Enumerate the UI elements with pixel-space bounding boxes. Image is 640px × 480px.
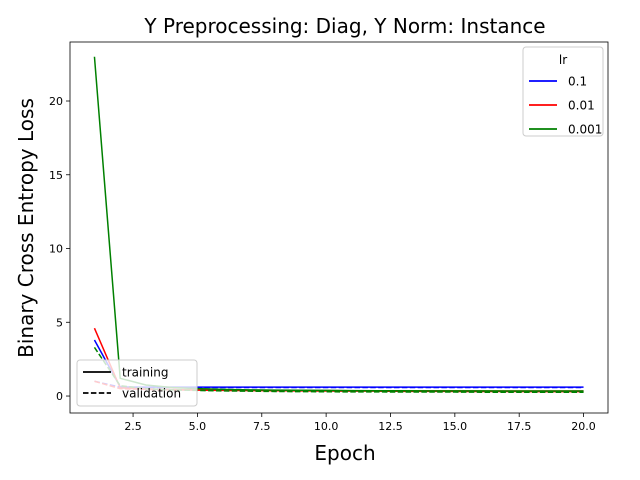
y-tick-label: 5 xyxy=(56,316,63,329)
legend-lr-box xyxy=(522,46,604,137)
x-tick-label: 7.5 xyxy=(253,420,271,433)
x-axis-label: Epoch xyxy=(314,441,375,465)
x-tick-label: 2.5 xyxy=(124,420,142,433)
y-tick-label: 10 xyxy=(49,243,63,256)
legend-split-label: validation xyxy=(122,387,181,401)
legend-lr-label: 0.01 xyxy=(568,99,595,113)
y-tick-label: 20 xyxy=(49,95,63,108)
y-tick-label: 15 xyxy=(49,169,63,182)
legend-lr-label: 0.1 xyxy=(568,75,587,89)
legend-lr-title: lr xyxy=(559,53,567,67)
x-tick-label: 5.0 xyxy=(189,420,207,433)
legend-lr: lr0.1 0.01 0.001 xyxy=(522,46,604,137)
x-tick-label: 12.5 xyxy=(378,420,403,433)
y-tick-label: 0 xyxy=(56,390,63,403)
x-tick-label: 10.0 xyxy=(314,420,339,433)
y-axis-label: Binary Cross Entropy Loss xyxy=(14,98,38,358)
legend-split-label: training xyxy=(122,366,169,380)
chart-title: Y Preprocessing: Diag, Y Norm: Instance xyxy=(143,14,545,38)
series-line-lr-0.001-validation xyxy=(93,346,584,393)
x-tick-label: 17.5 xyxy=(507,420,532,433)
legend-lr-label: 0.001 xyxy=(568,123,602,137)
x-tick-label: 15.0 xyxy=(443,420,468,433)
axes-frame xyxy=(69,41,609,414)
x-tick-label: 20.0 xyxy=(571,420,596,433)
legend-split: training validation xyxy=(76,359,198,407)
